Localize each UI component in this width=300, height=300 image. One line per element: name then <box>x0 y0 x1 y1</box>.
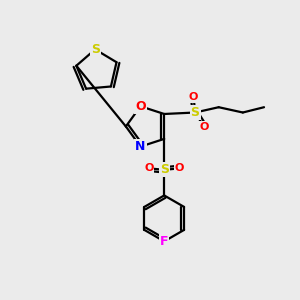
Text: O: O <box>135 100 146 113</box>
Text: O: O <box>175 163 184 173</box>
Text: O: O <box>144 163 154 173</box>
Text: S: S <box>160 163 169 176</box>
Text: O: O <box>189 92 198 102</box>
Text: S: S <box>91 43 100 56</box>
Text: O: O <box>199 122 208 132</box>
Text: F: F <box>160 235 169 248</box>
Text: S: S <box>190 106 200 119</box>
Text: N: N <box>135 140 146 153</box>
